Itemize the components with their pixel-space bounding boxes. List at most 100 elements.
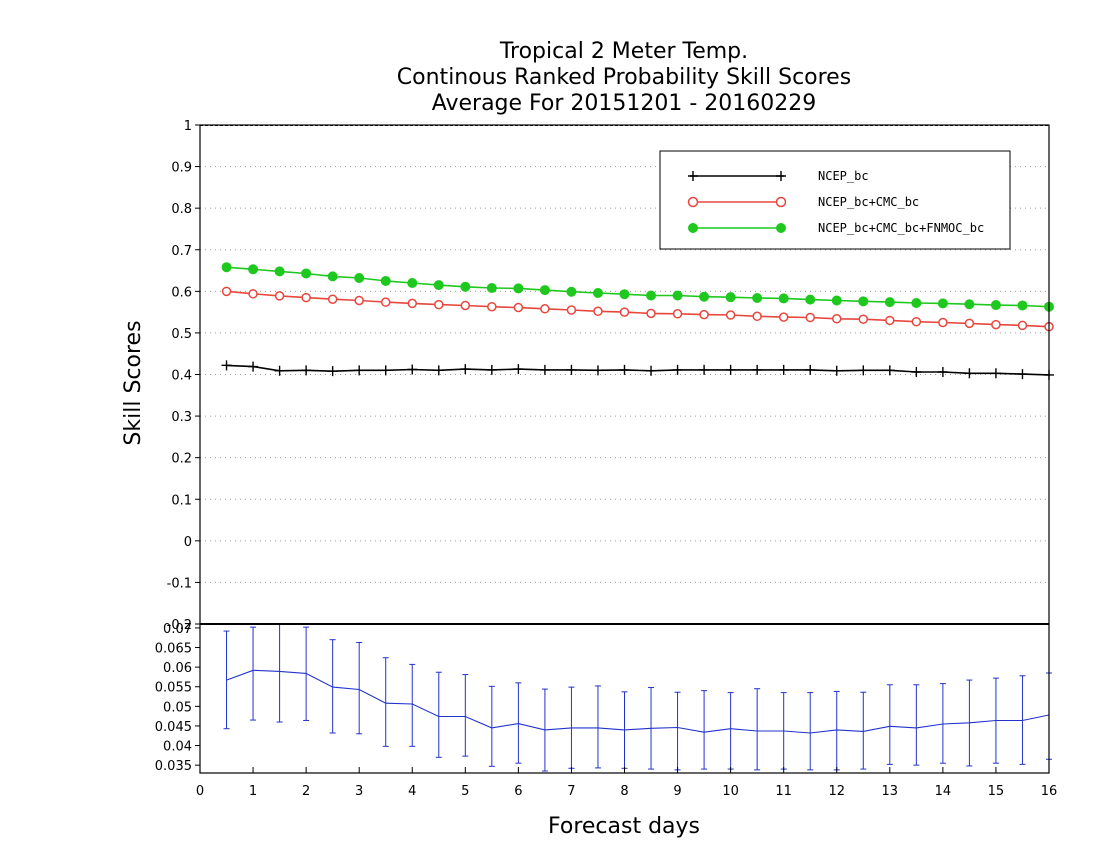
- x-tick-label: 15: [988, 784, 1005, 799]
- data-point-0: [964, 368, 975, 379]
- legend-marker-1: [775, 196, 787, 208]
- data-point-1: [407, 298, 417, 309]
- x-tick-label: 3: [355, 784, 363, 799]
- data-point-1: [619, 307, 630, 317]
- data-point-2: [911, 297, 922, 308]
- data-point-1: [566, 305, 577, 315]
- data-point-1: [248, 289, 258, 299]
- x-tick-label: 12: [828, 784, 845, 799]
- axes-frame: [195, 124, 1050, 774]
- chart-title-line-1: Tropical 2 Meter Temp.: [499, 39, 748, 64]
- chart-title-line-3: Average For 20151201 - 20160229: [432, 91, 817, 116]
- data-point-0: [513, 364, 524, 375]
- sub-y-tick-label: 0.07: [163, 622, 192, 637]
- data-point-2: [752, 292, 763, 303]
- data-point-1: [858, 314, 869, 324]
- data-point-2: [858, 296, 869, 307]
- y-tick-label: 0: [184, 535, 192, 550]
- data-point-1: [725, 310, 736, 320]
- data-point-2: [725, 292, 736, 303]
- data-point-0: [354, 365, 365, 376]
- data-point-0: [460, 364, 471, 375]
- data-point-2: [1017, 300, 1028, 311]
- sub-y-tick-label: 0.055: [155, 681, 192, 696]
- data-point-2: [327, 271, 338, 282]
- data-point-2: [460, 281, 471, 292]
- data-point-0: [937, 367, 948, 378]
- data-point-0: [699, 364, 710, 375]
- data-point-2: [380, 275, 391, 286]
- data-point-0: [566, 364, 577, 375]
- error-bar: [886, 684, 893, 765]
- y-tick-label: 0.9: [171, 161, 192, 176]
- y-tick-label: 0.5: [171, 327, 192, 342]
- data-point-1: [885, 315, 895, 326]
- y-tick-label: 0.4: [171, 369, 192, 384]
- legend: NCEP_bc NCEP_bc+CMC_bc NCEP_bc+CMC_bc+FNMO…: [659, 150, 1011, 250]
- data-point-2: [539, 285, 550, 296]
- data-point-0: [221, 360, 232, 371]
- data-point-1: [672, 309, 683, 319]
- data-point-2: [407, 278, 418, 289]
- x-tick-label: 5: [461, 784, 469, 799]
- data-point-2: [221, 262, 232, 273]
- error-bar: [701, 690, 708, 770]
- y-tick-label: 0.7: [171, 244, 192, 259]
- y-tick-label: 0.8: [171, 202, 192, 217]
- data-point-0: [433, 365, 444, 376]
- data-point-0: [619, 364, 630, 375]
- data-point-1: [938, 317, 948, 328]
- error-bar: [860, 691, 867, 770]
- error-bar: [807, 692, 814, 771]
- error-bar: [462, 674, 469, 757]
- data-point-2: [566, 286, 577, 297]
- y-tick-label: -0.2: [167, 618, 192, 633]
- y-tick-label: 1: [184, 119, 192, 134]
- error-bar: [674, 691, 681, 771]
- data-point-1: [805, 312, 815, 323]
- data-point-2: [619, 289, 630, 300]
- data-point-2: [513, 283, 524, 294]
- sub-y-tick-label: 0.045: [155, 720, 192, 735]
- error-bar: [754, 688, 761, 771]
- data-point-1: [593, 306, 603, 317]
- x-tick-label: 8: [620, 784, 628, 799]
- x-tick-label: 1: [249, 784, 257, 799]
- chart-title-line-2: Continous Ranked Probability Skill Score…: [397, 65, 851, 90]
- data-point-0: [858, 365, 869, 376]
- legend-marker-0: [688, 171, 698, 181]
- data-point-2: [831, 295, 842, 306]
- data-point-2: [248, 264, 259, 275]
- x-tick-label: 6: [514, 784, 522, 799]
- data-point-0: [380, 365, 391, 376]
- y-tick-label: 0.6: [171, 285, 192, 300]
- data-point-0: [539, 364, 550, 375]
- x-tick-label: 10: [722, 784, 739, 799]
- error-bar: [356, 641, 363, 735]
- sub-y-tick-label: 0.035: [155, 759, 192, 774]
- x-tick-label: 16: [1041, 784, 1058, 799]
- data-point-1: [354, 295, 364, 306]
- sub-y-tick-label: 0.06: [163, 661, 192, 676]
- data-point-1: [301, 292, 311, 303]
- data-point-0: [725, 364, 736, 375]
- data-point-1: [991, 319, 1001, 330]
- legend-label-2: NCEP_bc+CMC_bc+FNMOC_bc: [818, 221, 984, 235]
- data-point-0: [592, 365, 603, 376]
- legend-label-0: NCEP_bc: [818, 169, 869, 183]
- error-bar: [939, 683, 946, 764]
- x-tick-label: 11: [775, 784, 792, 799]
- data-point-2: [964, 299, 975, 310]
- legend-marker-1: [687, 196, 699, 208]
- data-point-2: [592, 287, 603, 298]
- error-bar: [913, 684, 920, 766]
- data-point-2: [699, 291, 710, 302]
- data-point-1: [778, 312, 789, 322]
- data-point-1: [1017, 320, 1028, 331]
- data-point-0: [646, 365, 657, 376]
- data-point-2: [354, 273, 365, 284]
- data-point-0: [752, 364, 763, 375]
- x-tick-label: 14: [935, 784, 952, 799]
